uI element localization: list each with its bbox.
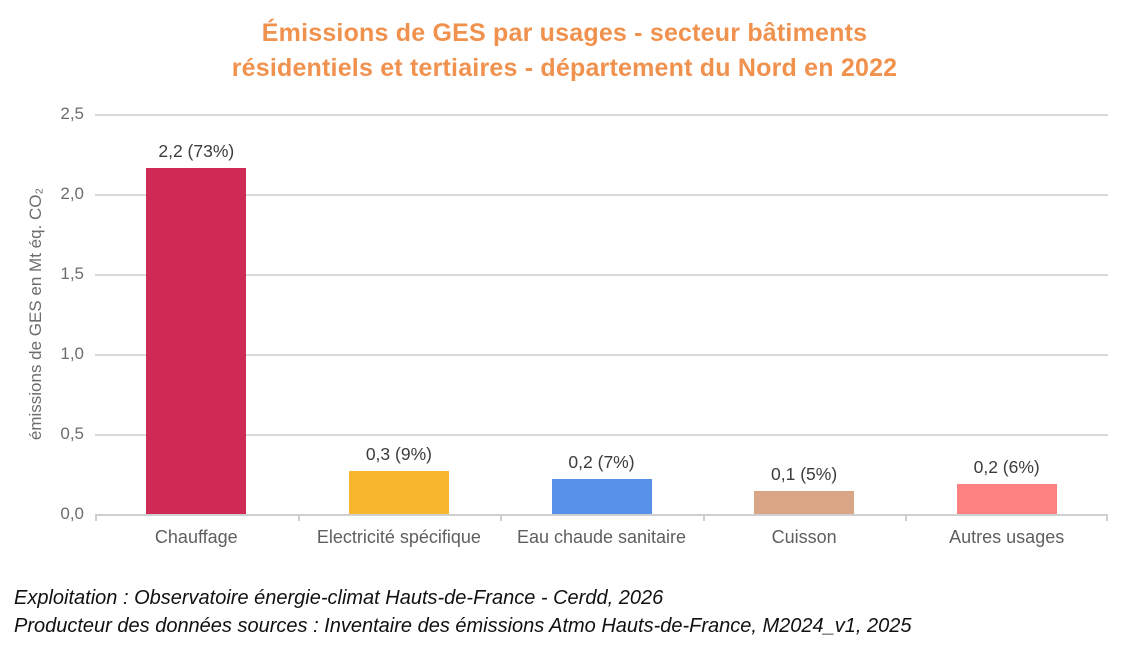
x-axis-line [95,514,1108,516]
category-label: Cuisson [771,527,837,547]
y-tick-label: 2,0 [60,184,84,203]
bar-chauffage [146,168,247,514]
category-label: Chauffage [154,527,238,547]
bar-electricit-sp-cifique [348,470,449,514]
x-axis-tick [1106,514,1108,521]
bar-value-label: 0,1 (5%) [771,463,838,484]
y-tick-label: 1,0 [60,344,84,363]
gridline [95,274,1108,276]
x-axis-tick [905,514,908,521]
bar-autres-usages [956,483,1057,514]
gridline [95,194,1108,196]
y-axis-title: émissions de GES en Mt éq. CO₂ [26,187,45,441]
y-tick-label: 0,5 [60,424,84,443]
gridline [95,114,1108,116]
chart-title: Émissions de GES par usages - secteur bâ… [0,16,1129,86]
source-footer: Exploitation : Observatoire énergie-clim… [14,584,912,640]
footer-producteur: Producteur des données sources : Inventa… [14,615,912,637]
category-label: Electricité spécifique [316,527,481,547]
category-label: Autres usages [949,527,1065,547]
chart-title-line1: Émissions de GES par usages - secteur bâ… [261,19,868,47]
gridline [95,434,1108,436]
x-axis-tick [500,514,503,521]
gridline [95,354,1108,356]
bar-value-label: 0,2 (6%) [973,456,1040,477]
x-axis-tick [95,514,97,521]
x-axis-tick [297,514,300,521]
chart-title-line2: résidentiels et tertiaires - département… [231,54,898,82]
y-tick-label: 2,5 [60,104,84,123]
bar-value-label: 0,2 (7%) [568,451,635,472]
plot-area: 0,0 0,5 1,0 1,5 2,0 2,5 2,2 (73%) Chauffage 0,3 … [60,104,1108,547]
bar-value-label: 0,3 (9%) [365,443,432,464]
y-tick-label: 0,0 [60,504,84,523]
bar-cuisson [754,490,855,514]
bar-eau-chaude-sanitaire [551,478,652,514]
y-tick-label: 1,5 [60,264,84,283]
x-axis-tick [702,514,705,521]
category-label: Eau chaude sanitaire [516,527,687,547]
footer-exploitation: Exploitation : Observatoire énergie-clim… [14,587,664,609]
bar-value-label: 2,2 (73%) [158,141,235,162]
